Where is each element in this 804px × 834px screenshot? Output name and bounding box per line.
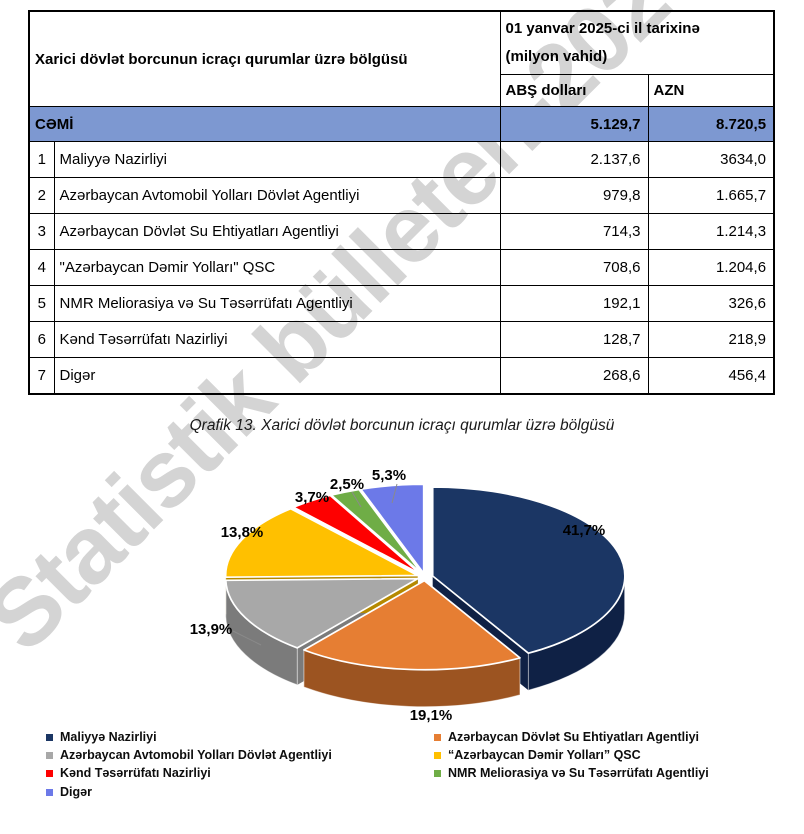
row-name: Digər bbox=[53, 357, 501, 395]
legend-item: Azərbaycan Dövlət Su Ehtiyatları Agentli… bbox=[434, 728, 709, 746]
pie-slice bbox=[330, 488, 423, 575]
legend-item-label: “Azərbaycan Dəmir Yolları” QSC bbox=[448, 748, 641, 763]
row-name: Azərbaycan Dövlət Su Ehtiyatları Agentli… bbox=[53, 213, 501, 250]
pie-percent-label: 3,7% bbox=[295, 489, 329, 506]
row-usd-value: 2.137,6 bbox=[499, 141, 649, 178]
pie-slice-rim bbox=[303, 649, 521, 708]
row-azn-value: 456,4 bbox=[647, 357, 775, 395]
pie-slice-side bbox=[424, 580, 520, 695]
total-row: CƏMİ 5.129,7 8.720,5 bbox=[28, 106, 775, 142]
total-azn-value: 8.720,5 bbox=[647, 106, 775, 142]
row-usd-value: 192,1 bbox=[499, 285, 649, 322]
pie-percent-label: 2,5% bbox=[330, 476, 364, 493]
legend-item: Kənd Təsərrüfatı Nazirliyi bbox=[46, 765, 332, 783]
legend-item: NMR Meliorasiya və Su Təsərrüfatı Agentl… bbox=[434, 765, 709, 783]
pie-slice-side bbox=[432, 576, 529, 691]
pie-percent-label: 19,1% bbox=[410, 707, 453, 724]
row-azn-value: 1.665,7 bbox=[647, 177, 775, 214]
table-body: CƏMİ 5.129,7 8.720,5 1 Maliyyə Nazirliyi 2… bbox=[28, 106, 775, 395]
table-row: 5 NMR Meliorasiya və Su Təsərrüfatı Agent… bbox=[28, 285, 775, 322]
row-azn-value: 326,6 bbox=[647, 285, 775, 322]
pie-percent-label: 13,8% bbox=[221, 524, 264, 541]
row-name: "Azərbaycan Dəmir Yolları" QSC bbox=[53, 249, 501, 286]
legend-color-swatch-icon bbox=[434, 733, 441, 741]
table-row: 7 Digər 268,6 456,4 bbox=[28, 357, 775, 395]
row-azn-value: 1.204,6 bbox=[647, 249, 775, 286]
legend-item-label: Digər bbox=[60, 784, 92, 799]
pie-slice-rim bbox=[527, 575, 626, 691]
legend-item-label: Azərbaycan Avtomobil Yolları Dövlət Agen… bbox=[60, 748, 332, 763]
period-line-1: 01 yanvar 2025-ci il tarixinə bbox=[505, 20, 700, 37]
legend-color-swatch-icon bbox=[434, 770, 441, 778]
legend-color-swatch-icon bbox=[46, 788, 53, 796]
debt-distribution-table: Xarici dövlət borcunun icraçı qurumlar ü… bbox=[28, 10, 776, 395]
legend-color-swatch-icon bbox=[46, 770, 53, 778]
row-name: NMR Meliorasiya və Su Təsərrüfatı Agentl… bbox=[53, 285, 501, 322]
row-azn-value: 218,9 bbox=[647, 321, 775, 358]
pie-label-leader-line bbox=[391, 483, 398, 504]
pie-label-leader-line bbox=[351, 491, 362, 508]
chart-legend-left-column: Maliyyə Nazirliyi Azərbaycan Avtomobil Yo… bbox=[46, 728, 332, 801]
pie-slice-side bbox=[225, 575, 418, 615]
legend-color-swatch-icon bbox=[46, 733, 53, 741]
pie-percent-label: 41,7% bbox=[563, 522, 606, 539]
row-number: 6 bbox=[28, 321, 55, 358]
pie-slice bbox=[224, 577, 419, 649]
row-name: Maliyyə Nazirliyi bbox=[53, 141, 501, 178]
total-usd-value: 5.129,7 bbox=[499, 106, 649, 142]
pie-percent-label: 13,9% bbox=[190, 621, 233, 638]
pie-slice bbox=[303, 579, 521, 671]
row-azn-value: 3634,0 bbox=[647, 141, 775, 178]
pie-slice-side bbox=[303, 580, 425, 687]
legend-color-swatch-icon bbox=[46, 751, 53, 759]
pie-slice bbox=[224, 507, 419, 579]
table-title-cell: Xarici dövlət borcunun icraçı qurumlar ü… bbox=[28, 10, 501, 107]
pie-slice bbox=[292, 494, 422, 575]
total-label: CƏMİ bbox=[28, 106, 501, 142]
row-number: 1 bbox=[28, 141, 55, 178]
row-number: 2 bbox=[28, 177, 55, 214]
row-number: 5 bbox=[28, 285, 55, 322]
period-line-2: (milyon vahid) bbox=[505, 48, 608, 65]
pie-slice-rim bbox=[225, 580, 298, 686]
period-header-cell: 01 yanvar 2025-ci il tarixinə (milyon va… bbox=[499, 10, 775, 75]
pie-slice bbox=[431, 486, 626, 655]
legend-item: Azərbaycan Avtomobil Yolları Dövlət Agen… bbox=[46, 746, 332, 764]
table-row: 2 Azərbaycan Avtomobil Yolları Dövlət Age… bbox=[28, 177, 775, 214]
pie-label-leader-line bbox=[232, 630, 262, 646]
table-row: 4 "Azərbaycan Dəmir Yolları" QSC 708,6 1.20… bbox=[28, 249, 775, 286]
table-row: 6 Kənd Təsərrüfatı Nazirliyi 128,7 218,9 bbox=[28, 321, 775, 358]
row-number: 4 bbox=[28, 249, 55, 286]
row-name: Azərbaycan Avtomobil Yolları Dövlət Agen… bbox=[53, 177, 501, 214]
row-azn-value: 1.214,3 bbox=[647, 213, 775, 250]
row-usd-value: 708,6 bbox=[499, 249, 649, 286]
column-header-azn: AZN bbox=[647, 74, 775, 107]
legend-item: Digər bbox=[46, 783, 332, 801]
pie-slice-side bbox=[225, 578, 418, 618]
pie-slice-side bbox=[297, 578, 418, 685]
table-header-row: Xarici dövlət borcunun icraçı qurumlar ü… bbox=[28, 10, 775, 107]
row-name: Kənd Təsərrüfatı Nazirliyi bbox=[53, 321, 501, 358]
table-row: 3 Azərbaycan Dövlət Su Ehtiyatları Agentl… bbox=[28, 213, 775, 250]
legend-item: “Azərbaycan Dəmir Yolları” QSC bbox=[434, 746, 709, 764]
row-usd-value: 979,8 bbox=[499, 177, 649, 214]
pie-slice bbox=[360, 483, 425, 575]
row-number: 7 bbox=[28, 357, 55, 395]
table-row: 1 Maliyyə Nazirliyi 2.137,6 3634,0 bbox=[28, 141, 775, 178]
chart-legend-right-column: Azərbaycan Dövlət Su Ehtiyatları Agentli… bbox=[434, 728, 709, 783]
row-usd-value: 128,7 bbox=[499, 321, 649, 358]
row-usd-value: 268,6 bbox=[499, 357, 649, 395]
legend-color-swatch-icon bbox=[434, 751, 441, 759]
legend-item: Maliyyə Nazirliyi bbox=[46, 728, 332, 746]
legend-item-label: Maliyyə Nazirliyi bbox=[60, 729, 157, 744]
pie-percent-label: 5,3% bbox=[372, 467, 406, 484]
currency-header-row: ABŞ dolları AZN bbox=[29, 74, 775, 107]
chart-title: Qrafik 13. Xarici dövlət borcunun icraçı… bbox=[189, 417, 615, 434]
legend-item-label: Azərbaycan Dövlət Su Ehtiyatları Agentli… bbox=[448, 729, 699, 744]
row-number: 3 bbox=[28, 213, 55, 250]
row-usd-value: 714,3 bbox=[499, 213, 649, 250]
legend-item-label: NMR Meliorasiya və Su Təsərrüfatı Agentl… bbox=[448, 766, 709, 781]
column-header-usd: ABŞ dolları bbox=[499, 74, 649, 107]
legend-item-label: Kənd Təsərrüfatı Nazirliyi bbox=[60, 766, 211, 781]
